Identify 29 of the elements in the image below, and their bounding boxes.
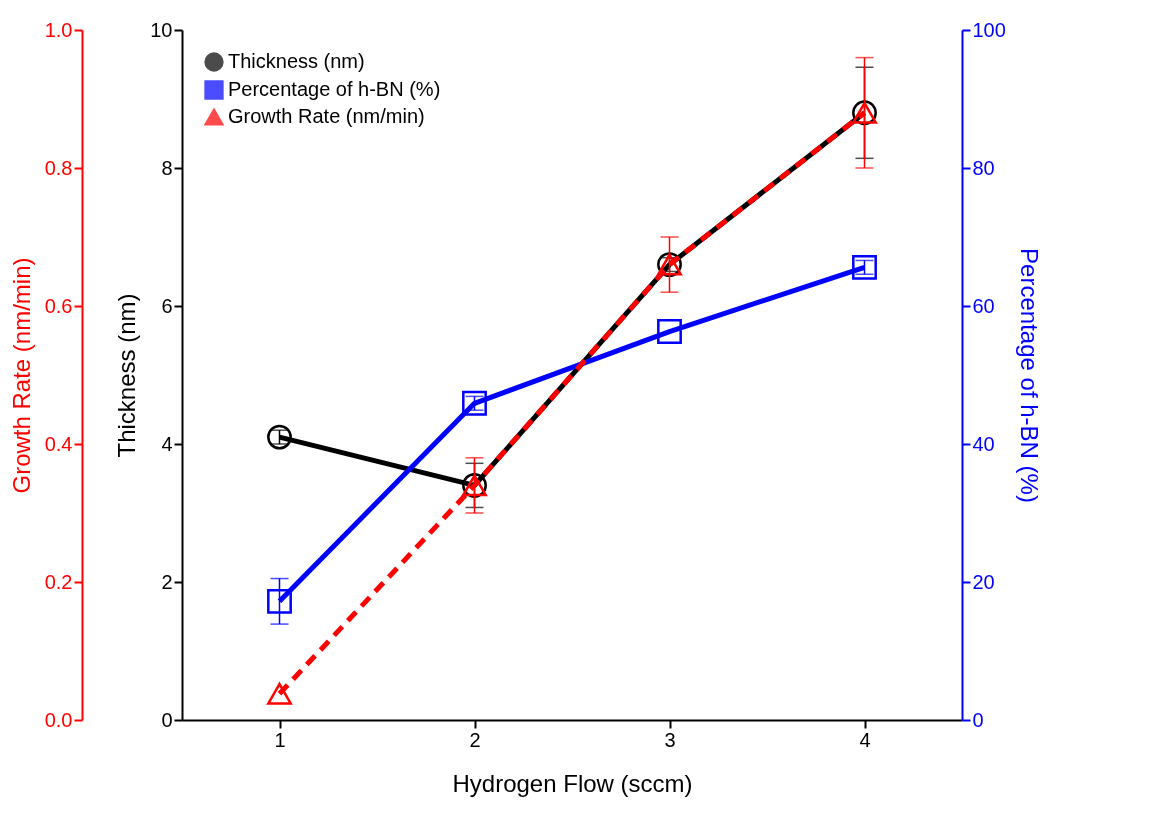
y2-tick-label: 20 — [972, 570, 995, 593]
legend-label: Thickness (nm) — [228, 50, 365, 72]
y-tick-label: 6 — [161, 294, 173, 317]
x-tick-label: 1 — [274, 728, 286, 751]
y-tick-label: 10 — [150, 18, 173, 41]
y3-tick-label: 0.6 — [44, 294, 73, 317]
x-tick-label: 4 — [859, 728, 871, 751]
legend-label: Growth Rate (nm/min) — [228, 105, 425, 127]
y2-tick-label: 80 — [972, 156, 995, 179]
y2-tick-label: 0 — [972, 708, 984, 731]
y-axis-title: Thickness (nm) — [113, 293, 141, 458]
y-tick-label: 2 — [161, 570, 173, 593]
y2-tick-label: 100 — [972, 18, 1006, 41]
x-axis-title: Hydrogen Flow (sccm) — [452, 769, 693, 797]
y3-tick-label: 1.0 — [44, 18, 73, 41]
y2-tick-label: 40 — [972, 432, 995, 455]
y3-tick-label: 0.0 — [44, 708, 73, 731]
y3-axis-title: Growth Rate (nm/min) — [7, 257, 35, 494]
y-tick-label: 8 — [161, 156, 173, 179]
y-tick-label: 0 — [161, 708, 173, 731]
y-tick-label: 4 — [161, 432, 173, 455]
y3-tick-label: 0.2 — [44, 570, 73, 593]
y3-tick-label: 0.8 — [44, 156, 73, 179]
y2-axis-title: Percentage of h-BN (%) — [1015, 248, 1043, 503]
y2-tick-label: 60 — [972, 294, 995, 317]
y3-tick-label: 0.4 — [44, 432, 73, 455]
legend-label: Percentage of h-BN (%) — [228, 78, 441, 100]
x-tick-label: 3 — [664, 728, 676, 751]
x-tick-label: 2 — [469, 728, 481, 751]
